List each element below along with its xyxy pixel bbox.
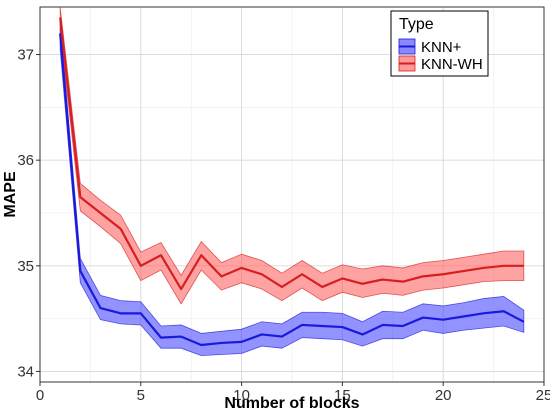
confidence-bands xyxy=(59,6,525,356)
y-tick-label: 35 xyxy=(17,258,34,275)
legend-label-1: KNN+ xyxy=(421,39,462,56)
x-tick-label: 25 xyxy=(536,387,550,404)
line-series-2 xyxy=(59,17,524,291)
band-series-2 xyxy=(59,6,525,305)
legend-label-2: KNN-WH xyxy=(421,56,483,73)
line-series-1 xyxy=(59,33,525,347)
y-tick-label: 37 xyxy=(17,47,34,64)
x-tick-label: 10 xyxy=(233,387,250,404)
y-axis-ticks: 34 35 36 37 xyxy=(17,47,40,380)
y-tick-label: 36 xyxy=(17,152,34,169)
y-axis-title: MAPE xyxy=(2,171,19,218)
plot-panel-border xyxy=(39,6,545,383)
legend-items: KNN+KNN-WH xyxy=(398,38,483,73)
y-tick-label: 34 xyxy=(17,363,34,380)
x-tick-label: 20 xyxy=(435,387,452,404)
x-axis-ticks: 0 5 10 15 20 25 xyxy=(36,382,550,404)
legend: Type KNN+KNN-WH xyxy=(390,10,489,77)
x-axis-title: Number of blocks xyxy=(224,395,359,412)
x-tick-label: 5 xyxy=(137,387,145,404)
x-tick-label: 0 xyxy=(36,387,44,404)
x-tick-label: 15 xyxy=(334,387,351,404)
legend-title: Type xyxy=(399,16,434,33)
series-lines xyxy=(59,17,525,347)
band-series-1 xyxy=(59,20,525,356)
